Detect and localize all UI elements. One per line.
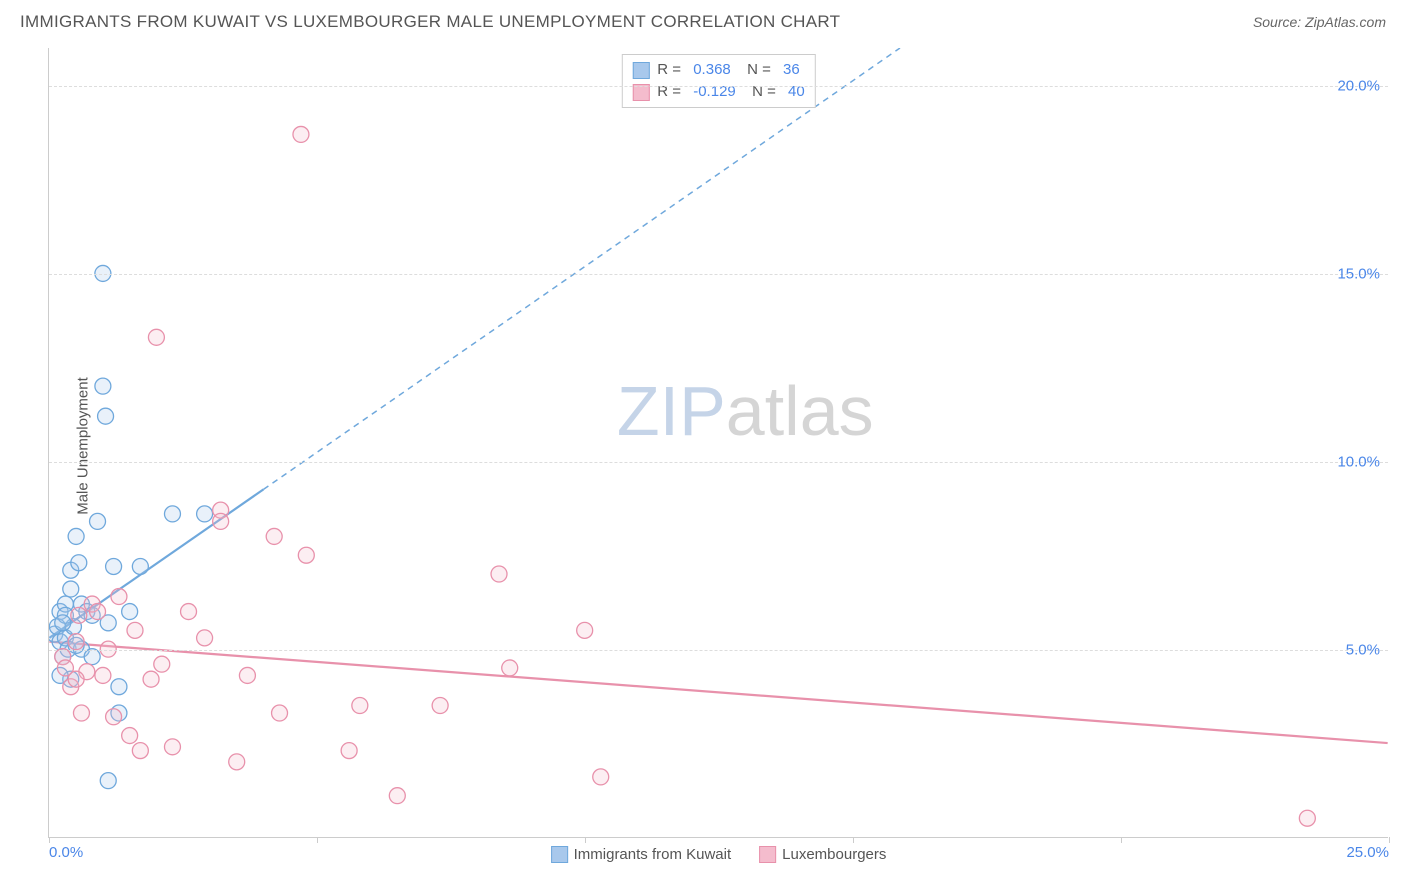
corr-n-label: N =	[739, 59, 775, 81]
corr-r-label: R =	[657, 81, 685, 103]
x-axis-legend: Immigrants from Kuwait Luxembourgers	[551, 846, 887, 863]
corr-r-luxembourg: -0.129	[693, 81, 736, 103]
y-tick-label: 15.0%	[1337, 265, 1380, 282]
legend-swatch-kuwait	[551, 846, 568, 863]
x-tick	[585, 837, 586, 843]
corr-r-label: R =	[657, 59, 685, 81]
correlation-row-kuwait: R = 0.368 N = 36	[632, 59, 804, 81]
scatter-plot-svg	[49, 48, 1388, 837]
corr-r-kuwait: 0.368	[693, 59, 731, 81]
chart-plot-area: ZIPatlas R = 0.368 N = 36 R = -0.129 N =…	[48, 48, 1388, 838]
grid-line	[49, 274, 1388, 275]
legend-item-luxembourg: Luxembourgers	[759, 846, 886, 863]
corr-n-label: N =	[744, 81, 780, 103]
y-tick-label: 20.0%	[1337, 77, 1380, 94]
x-tick	[1121, 837, 1122, 843]
chart-source: Source: ZipAtlas.com	[1253, 14, 1386, 30]
swatch-kuwait	[632, 62, 649, 79]
legend-swatch-luxembourg	[759, 846, 776, 863]
x-tick-label: 0.0%	[49, 844, 83, 861]
corr-n-luxembourg: 40	[788, 81, 805, 103]
y-tick-label: 5.0%	[1346, 641, 1380, 658]
chart-title: IMMIGRANTS FROM KUWAIT VS LUXEMBOURGER M…	[20, 12, 840, 32]
y-tick-label: 10.0%	[1337, 453, 1380, 470]
corr-n-kuwait: 36	[783, 59, 800, 81]
x-tick	[853, 837, 854, 843]
x-tick	[1389, 837, 1390, 843]
grid-line	[49, 86, 1388, 87]
correlation-legend-box: R = 0.368 N = 36 R = -0.129 N = 40	[621, 54, 815, 108]
x-tick	[49, 837, 50, 843]
grid-line	[49, 462, 1388, 463]
legend-label-kuwait: Immigrants from Kuwait	[574, 846, 732, 863]
grid-line	[49, 650, 1388, 651]
x-tick-label: 25.0%	[1346, 844, 1389, 861]
x-tick	[317, 837, 318, 843]
correlation-row-luxembourg: R = -0.129 N = 40	[632, 81, 804, 103]
legend-label-luxembourg: Luxembourgers	[782, 846, 886, 863]
legend-item-kuwait: Immigrants from Kuwait	[551, 846, 732, 863]
